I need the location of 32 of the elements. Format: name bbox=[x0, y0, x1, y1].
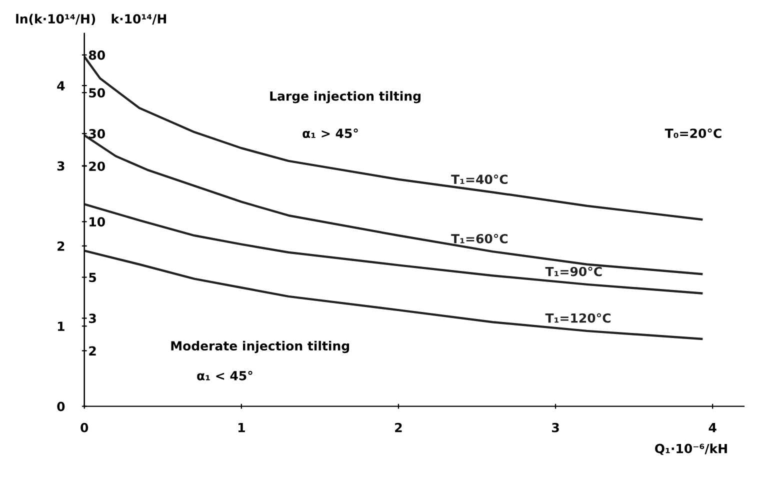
series-label: T₁=90°C bbox=[545, 266, 602, 276]
annotation: T₀=20°C bbox=[664, 128, 722, 138]
y2-tick-label: 5 bbox=[89, 272, 96, 282]
series-label: T₁=40°C bbox=[451, 174, 508, 184]
y2-tick-label: 80 bbox=[88, 50, 105, 60]
annotation: Moderate injection tilting bbox=[171, 340, 350, 354]
y-tick-label: 1 bbox=[58, 322, 64, 331]
y2-axis-title: k·10¹⁴/H bbox=[112, 14, 166, 25]
y-tick-label: 0 bbox=[57, 402, 65, 412]
line-series bbox=[84, 203, 703, 294]
y2-tick-label: 50 bbox=[89, 88, 105, 98]
series-label: T₁=120°C bbox=[545, 313, 610, 323]
line-series bbox=[84, 250, 703, 340]
y2-tick-label: 3 bbox=[89, 314, 96, 324]
annotation: Large injection tilting bbox=[270, 91, 420, 104]
y2-tick-label: 30 bbox=[89, 129, 105, 139]
y-tick-label: 2 bbox=[58, 241, 64, 251]
x-tick-label: 1 bbox=[238, 423, 245, 432]
annotation: α₁ > 45° bbox=[302, 128, 358, 138]
series-label: T₁=60°C bbox=[451, 234, 508, 244]
x-tick-label: 0 bbox=[80, 422, 88, 432]
y2-tick-label: 2 bbox=[89, 346, 96, 356]
x-tick-label: 3 bbox=[552, 422, 559, 432]
y-axis-title: ln(k·10¹⁴/H) bbox=[16, 14, 96, 26]
y2-tick-label: 20 bbox=[89, 162, 105, 172]
x-axis-title: Q₁·10⁻⁶/kH bbox=[655, 444, 727, 455]
y-tick-label: 4 bbox=[57, 81, 65, 90]
x-tick-label: 2 bbox=[395, 422, 402, 432]
y2-tick-label: 10 bbox=[90, 217, 105, 227]
x-tick-label: 4 bbox=[708, 423, 716, 432]
annotation: α₁ < 45° bbox=[197, 370, 252, 380]
y-tick-label: 3 bbox=[57, 161, 64, 171]
